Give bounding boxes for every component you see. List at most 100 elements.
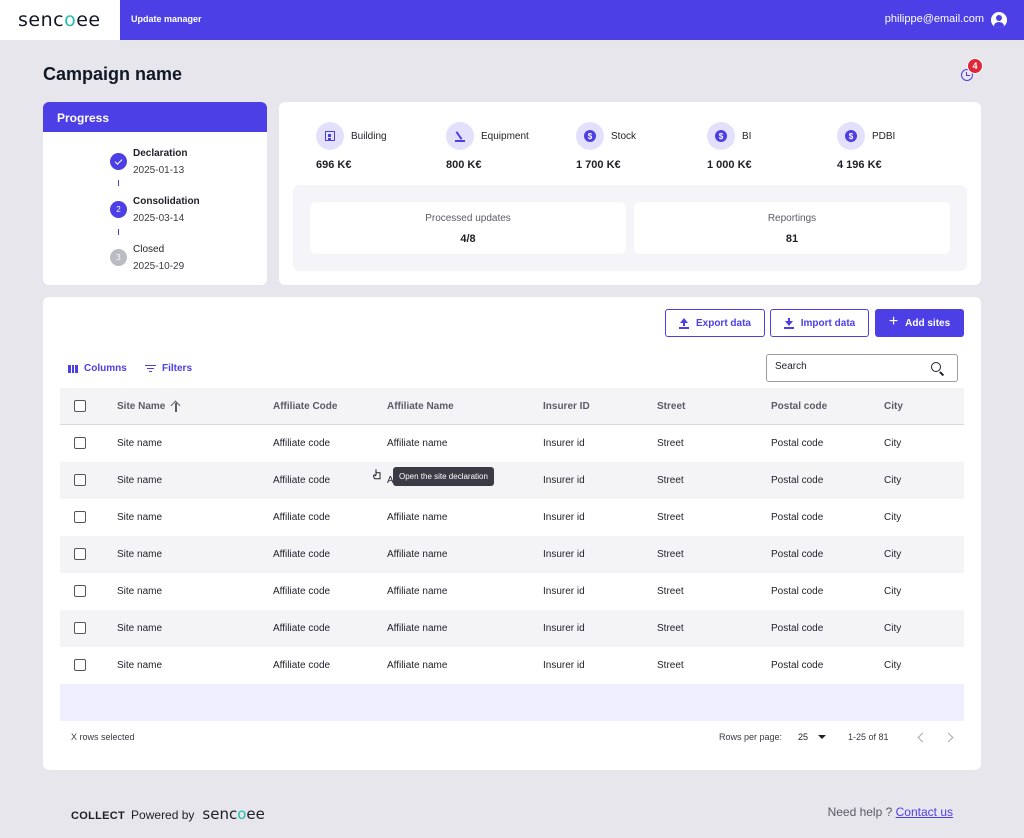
upload-icon xyxy=(678,317,689,329)
cell-insurer-id: Insurer id xyxy=(543,623,585,634)
cell-affiliate-name: Affiliate name xyxy=(387,586,448,597)
step-number: 2 xyxy=(110,201,127,218)
export-data-button[interactable]: Export data xyxy=(665,309,765,337)
cell-street: Street xyxy=(657,549,684,560)
cell-site-name: Site name xyxy=(117,512,163,523)
cell-city: City xyxy=(884,586,902,597)
row-checkbox[interactable] xyxy=(74,659,86,671)
table-row[interactable]: Site name Affiliate code Affiliate name … xyxy=(60,425,964,462)
cell-insurer-id: Insurer id xyxy=(543,660,585,671)
step-name: Consolidation xyxy=(133,196,200,207)
stat-value: 4/8 xyxy=(460,233,476,245)
help-text: Need help ? Contact us xyxy=(827,805,953,819)
columns-button[interactable]: Columns xyxy=(68,363,127,374)
user-account-icon[interactable] xyxy=(991,12,1007,28)
kpi-value: 4 196 K€ xyxy=(837,159,882,171)
table-row[interactable]: Site name Affiliate code Affiliate name … xyxy=(60,647,964,684)
kpi-value: 800 K€ xyxy=(446,159,482,171)
page-title: Campaign name xyxy=(43,64,183,84)
rows-per-page-select[interactable]: 25 xyxy=(798,732,827,742)
stat-reportings: Reportings 81 xyxy=(634,202,950,254)
user-email[interactable]: philippe@email.com xyxy=(884,13,984,25)
cell-site-name: Site name xyxy=(117,586,163,597)
row-checkbox[interactable] xyxy=(74,622,86,634)
cell-street: Street xyxy=(657,512,684,523)
cell-affiliate-code: Affiliate code xyxy=(273,438,331,449)
step-date: 2025-01-13 xyxy=(133,165,185,176)
contact-us-link[interactable]: Contact us xyxy=(895,805,953,819)
cell-insurer-id: Insurer id xyxy=(543,586,585,597)
progress-title: Progress xyxy=(43,102,267,132)
cell-city: City xyxy=(884,475,902,486)
building-icon xyxy=(316,122,344,150)
table-row[interactable]: Site name Affiliate code Affiliate name … xyxy=(60,573,964,610)
sites-table: Site Name Affiliate Code Affiliate Name … xyxy=(60,388,964,721)
stat-value: 81 xyxy=(785,233,799,245)
cell-postal-code: Postal code xyxy=(771,660,824,671)
equipment-icon xyxy=(446,122,474,150)
import-data-button[interactable]: Import data xyxy=(770,309,869,337)
cell-affiliate-code: Affiliate code xyxy=(273,549,331,560)
cell-affiliate-name: Affiliate name xyxy=(387,549,448,560)
table-row[interactable]: Site name Affiliate code Affiliate name … xyxy=(60,536,964,573)
cell-city: City xyxy=(884,660,902,671)
cell-street: Street xyxy=(657,586,684,597)
row-tooltip: Open the site declaration xyxy=(393,467,494,486)
kpi-label: PDBI xyxy=(872,131,896,142)
row-checkbox[interactable] xyxy=(74,548,86,560)
cell-postal-code: Postal code xyxy=(771,438,824,449)
cell-street: Street xyxy=(657,438,684,449)
select-all-checkbox[interactable] xyxy=(74,400,86,412)
cell-affiliate-name: Affiliate name xyxy=(387,660,448,671)
download-icon xyxy=(783,317,794,329)
column-header-affiliate-name[interactable]: Affiliate Name xyxy=(387,401,454,412)
cell-affiliate-code: Affiliate code xyxy=(273,475,331,486)
search-field[interactable] xyxy=(766,354,958,382)
column-header-insurer-id[interactable]: Insurer ID xyxy=(543,401,590,412)
cell-postal-code: Postal code xyxy=(771,475,824,486)
table-row[interactable]: Site name Affiliate code Affiliate name … xyxy=(60,462,964,499)
add-sites-button[interactable]: + Add sites xyxy=(875,309,964,337)
sort-ascending-icon[interactable] xyxy=(171,401,180,412)
footer-logo: sencoee xyxy=(202,805,265,823)
columns-icon xyxy=(68,364,79,373)
dollar-coin-icon: $ xyxy=(837,122,865,150)
footer-brand: COLLECT Powered by sencoee xyxy=(71,805,265,823)
kpi-card: Building 696 K€ Equipment 800 K€ $ Stock… xyxy=(279,102,981,285)
kpi-pdbi: $ PDBI 4 196 K€ xyxy=(837,122,957,178)
row-checkbox[interactable] xyxy=(74,474,86,486)
logo[interactable]: sencoee xyxy=(0,0,120,40)
table-row[interactable]: Site name Affiliate code Affiliate name … xyxy=(60,610,964,647)
step-declaration: Declaration 2025-01-13 xyxy=(43,145,267,185)
plus-icon: + xyxy=(888,313,899,330)
chevron-down-icon xyxy=(818,735,827,739)
cell-insurer-id: Insurer id xyxy=(543,549,585,560)
notification-badge: 4 xyxy=(967,58,983,74)
search-icon[interactable] xyxy=(931,362,941,372)
previous-page-icon[interactable] xyxy=(914,730,928,744)
search-input[interactable] xyxy=(775,361,925,372)
cell-affiliate-code: Affiliate code xyxy=(273,623,331,634)
column-header-site-name[interactable]: Site Name xyxy=(117,388,180,425)
cell-affiliate-name: Affiliate name xyxy=(387,512,448,523)
row-checkbox[interactable] xyxy=(74,511,86,523)
column-header-postal-code[interactable]: Postal code xyxy=(771,401,828,412)
next-page-icon[interactable] xyxy=(943,730,957,744)
app-title: Update manager xyxy=(131,14,202,24)
stat-label: Reportings xyxy=(767,213,817,224)
kpi-bi: $ BI 1 000 K€ xyxy=(707,122,827,178)
kpi-stock: $ Stock 1 700 K€ xyxy=(576,122,696,178)
cell-street: Street xyxy=(657,660,684,671)
column-header-affiliate-code[interactable]: Affiliate Code xyxy=(273,401,338,412)
filters-button[interactable]: Filters xyxy=(145,363,192,374)
cell-postal-code: Postal code xyxy=(771,623,824,634)
filters-label: Filters xyxy=(162,363,193,374)
column-header-city[interactable]: City xyxy=(884,401,903,412)
row-checkbox[interactable] xyxy=(74,585,86,597)
stats-area: Processed updates 4/8 Reportings 81 xyxy=(293,185,967,271)
row-checkbox[interactable] xyxy=(74,437,86,449)
column-header-street[interactable]: Street xyxy=(657,401,686,412)
table-row[interactable]: Site name Affiliate code Affiliate name … xyxy=(60,499,964,536)
kpi-equipment: Equipment 800 K€ xyxy=(446,122,566,178)
cell-site-name: Site name xyxy=(117,438,163,449)
